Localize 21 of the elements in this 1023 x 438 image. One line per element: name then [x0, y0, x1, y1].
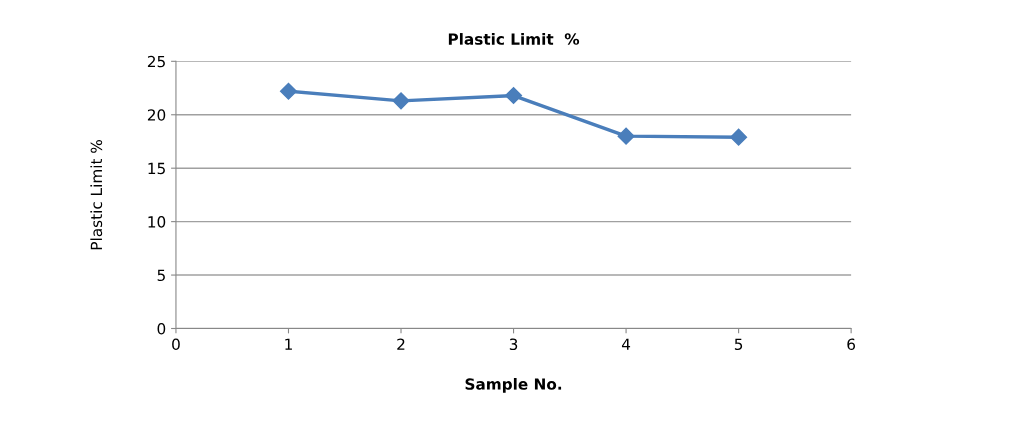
x-tick-label: 0: [172, 338, 180, 351]
x-tick-label: 5: [734, 338, 743, 351]
point: [730, 128, 748, 146]
y-tick-label: 10: [148, 216, 166, 228]
y-tick-label: 0: [157, 322, 166, 335]
y-tick-label: 5: [157, 269, 165, 282]
point: [504, 86, 523, 105]
x-axis-title: Sample No.: [465, 378, 562, 393]
x-tick-label: 3: [509, 338, 518, 351]
y-axis-title: Plastic Limit %: [90, 139, 103, 250]
x-tick-label: 2: [397, 338, 405, 350]
chart-title: Plastic Limit %: [448, 33, 580, 45]
y-tick-label: 15: [148, 162, 165, 175]
point: [279, 82, 298, 100]
x-tick-label: 6: [847, 338, 856, 351]
x-tick-label: 4: [621, 338, 631, 350]
point: [392, 92, 410, 110]
point: [617, 127, 635, 145]
y-tick-label: 25: [147, 55, 165, 68]
x-tick-label: 1: [285, 338, 292, 350]
y-tick-label: 20: [147, 109, 166, 121]
